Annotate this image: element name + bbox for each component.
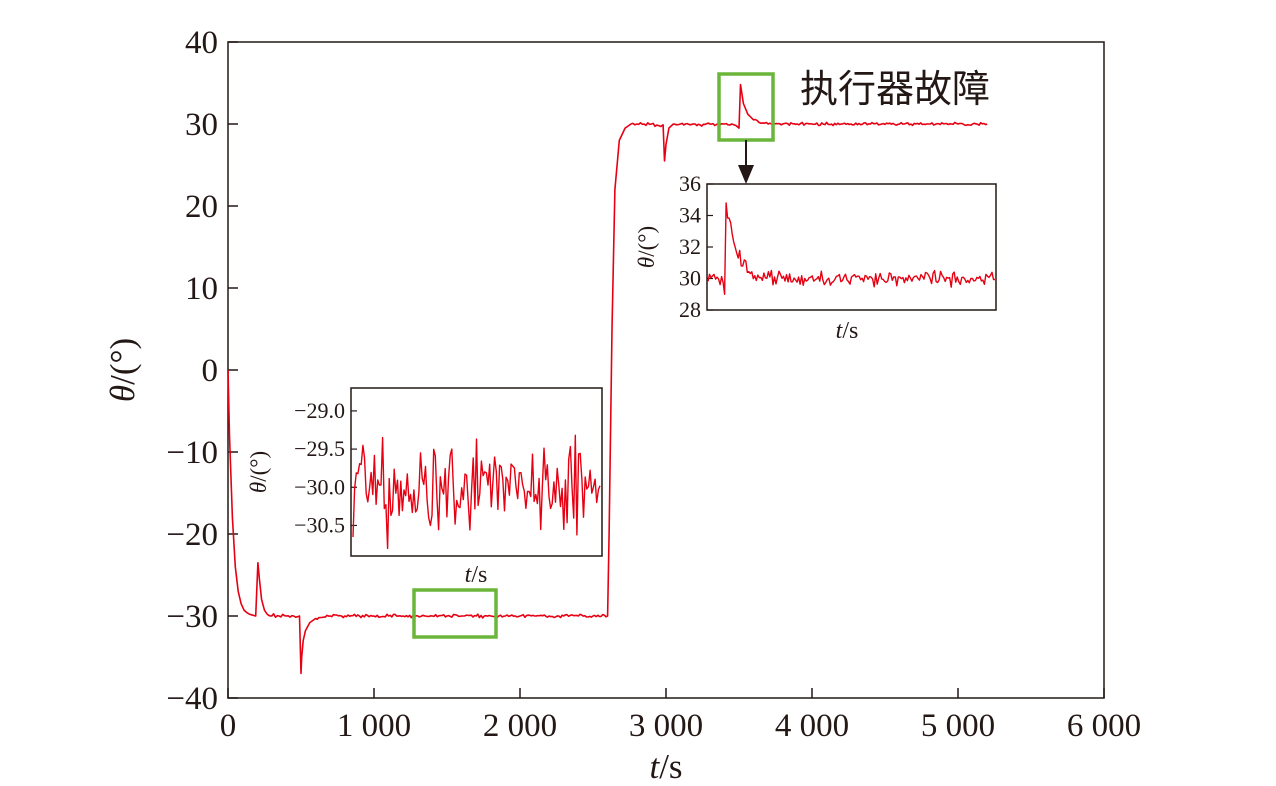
main-x-tick-label: 3 000 [629, 708, 703, 744]
main-x-tick-label: 1 000 [337, 708, 411, 744]
inset-right-y-tick-label: 30 [679, 266, 701, 291]
main-y-axis-label: θ/(°) [103, 338, 142, 402]
fault-annotation: 执行器故障 [800, 67, 990, 111]
main-y-tick-label: 0 [202, 353, 219, 389]
inset-left-x-axis-label: t/s [465, 562, 488, 588]
highlight-box-actuator-fault [717, 72, 775, 142]
inset-right-x-axis-label: t/s [836, 318, 859, 344]
inset-right-series [707, 202, 995, 295]
main-y-ticks: 40 30 20 10 0 −10 −20 −30 −40 [166, 25, 238, 717]
inset-right-y-tick-label: 32 [679, 234, 701, 259]
main-x-tick-label: 4 000 [775, 708, 849, 744]
inset-right-y-ticks: 36 34 32 30 28 [679, 171, 713, 322]
pointer-arrow-head [738, 165, 754, 184]
inset-left-series [352, 434, 601, 550]
main-x-tick-label: 6 000 [1067, 708, 1141, 744]
inset-left-series-line [352, 434, 601, 550]
inset-right-y-axis-label: θ/(°) [634, 226, 659, 268]
inset-right-y-tick-label: 34 [679, 203, 701, 228]
inset-left-y-axis-label: θ/(°) [246, 451, 271, 493]
inset-right-y-tick-label: 28 [679, 297, 701, 322]
main-x-tick-label: 5 000 [921, 708, 995, 744]
main-x-ticks: 0 1 000 2 000 3 000 4 000 5 000 6 000 [220, 688, 1141, 744]
main-y-tick-label: −20 [166, 517, 218, 553]
main-y-tick-label: 30 [185, 107, 218, 143]
highlight-box-steady-state [412, 588, 498, 639]
main-x-axis-label: t/s [649, 747, 682, 786]
inset-right-y-tick-label: 36 [679, 171, 701, 196]
main-y-tick-label: −10 [166, 435, 218, 471]
main-plot: 0 1 000 2 000 3 000 4 000 5 000 6 000 40 30 20 10… [103, 25, 1141, 786]
main-y-tick-label: 20 [185, 189, 218, 225]
main-x-tick-label: 0 [220, 708, 237, 744]
main-series-line [227, 83, 988, 675]
main-y-tick-label: −30 [166, 599, 218, 635]
inset-left-background [350, 387, 603, 557]
inset-right: 36 34 32 30 28 t/s θ/(°) [634, 171, 997, 344]
main-x-tick-label: 2 000 [483, 708, 557, 744]
main-y-tick-label: 10 [185, 271, 218, 307]
inset-left-y-tick-label: −29.5 [294, 436, 345, 461]
inset-left-y-tick-label: −29.0 [294, 398, 345, 423]
inset-right-background [706, 183, 997, 311]
inset-left-y-tick-label: −30.5 [294, 512, 345, 537]
main-y-tick-label: 40 [185, 25, 218, 61]
inset-right-series-line [707, 202, 995, 295]
inset-left: −29.0 −29.5 −30.0 −30.5 t/s θ/(°) [246, 387, 603, 588]
inset-left-y-tick-label: −30.0 [294, 474, 345, 499]
main-y-tick-label: −40 [166, 681, 218, 717]
inset-left-y-ticks: −29.0 −29.5 −30.0 −30.5 [294, 398, 357, 537]
main-series [227, 83, 988, 675]
